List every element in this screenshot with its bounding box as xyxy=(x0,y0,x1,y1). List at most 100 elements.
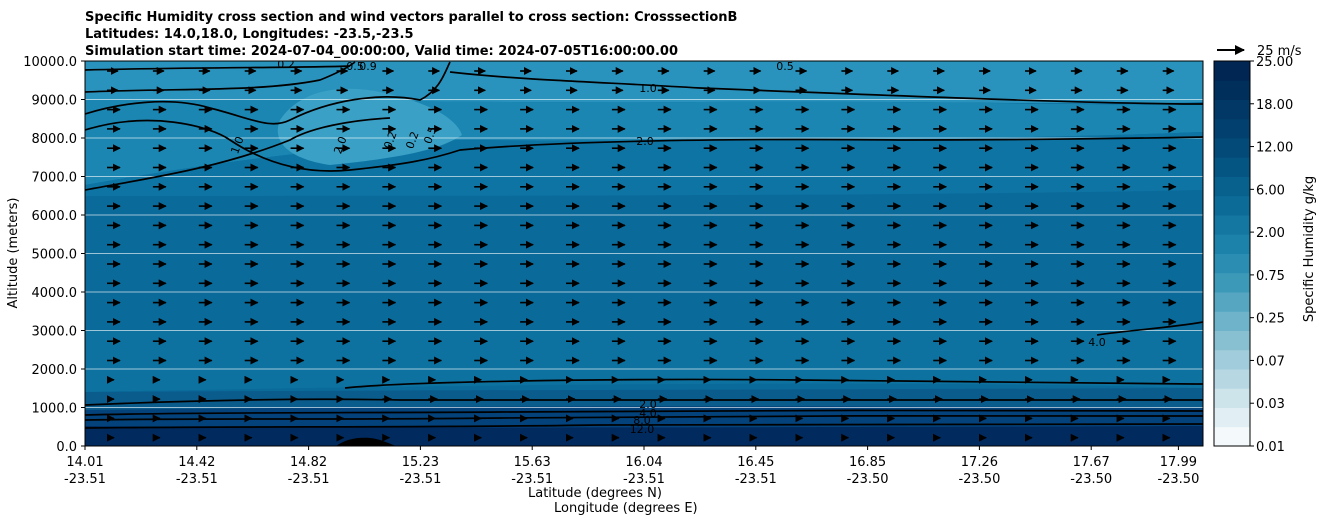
x-tick-label-lon: -23.51 xyxy=(623,472,665,487)
contour-label: 1.0 xyxy=(228,135,246,156)
colorbar-segment xyxy=(1214,388,1250,408)
colorbar-segment xyxy=(1214,176,1250,197)
colorbar-tick-label: 25.00 xyxy=(1256,55,1293,70)
colorbar-segment xyxy=(1214,292,1250,312)
contour-label: 12.0 xyxy=(630,423,655,436)
band-low-2 xyxy=(85,388,1203,410)
x-tick-label-lon: -23.51 xyxy=(735,472,777,487)
x-tick-label-lat: 17.99 xyxy=(1160,455,1197,470)
x-tick-label-lon: -23.50 xyxy=(1070,472,1112,487)
contour-line xyxy=(1096,321,1203,336)
contour-label: 0.5 xyxy=(776,60,794,73)
contour-line xyxy=(85,414,1203,421)
colorbar-segment xyxy=(1214,61,1250,81)
contour-line xyxy=(85,119,1203,172)
wind-reference-key: 25 m/s xyxy=(1217,44,1302,59)
contour-label: 2.0 xyxy=(636,135,654,148)
colorbar-segment xyxy=(1214,99,1250,120)
x-tick-label-lat: 17.26 xyxy=(961,455,998,470)
x-tick-label-lon: -23.50 xyxy=(847,472,889,487)
colorbar-segment xyxy=(1214,407,1250,428)
contour-label: 0.2 xyxy=(277,58,295,71)
colorbar-segment xyxy=(1214,157,1250,177)
colorbar-tick-label: 2.00 xyxy=(1256,226,1285,241)
contour-line xyxy=(85,398,1203,406)
x-tick-label-lat: 14.82 xyxy=(290,455,327,470)
contour-line xyxy=(85,409,1203,416)
x-axis-label-latitude: Latitude (degrees N) xyxy=(528,486,662,501)
x-tick-label-lon: -23.51 xyxy=(511,472,553,487)
title-line-2: Latitudes: 14.0,18.0, Longitudes: -23.5,… xyxy=(85,27,414,42)
contour-label: 0.5 xyxy=(421,125,439,146)
wind-reference-label: 25 m/s xyxy=(1257,44,1302,59)
x-tick-label-lon: -23.51 xyxy=(399,472,441,487)
colorbar: 0.01 0.03 0.07 0.25 0.75 2.00 6.00 12.00 18.00 25… xyxy=(1213,55,1293,455)
plot-area: 0.2 0.51.02.01.0 2.0 0.2 0.50.22.04.08.012.0… xyxy=(85,58,1203,446)
colorbar-segment xyxy=(1214,80,1250,100)
colorbar-segment xyxy=(1214,330,1250,351)
contour-labels: 0.2 0.51.02.01.0 2.0 0.2 0.50.22.04.08.012.0… xyxy=(228,58,1106,436)
x-tick-label-lon: -23.50 xyxy=(1157,472,1199,487)
y-tick-label: 5000.0 xyxy=(32,248,78,263)
colorbar-tick-label: 12.00 xyxy=(1256,141,1293,156)
contour-label: 0.2 xyxy=(403,130,421,151)
x-tick-label-lon: -23.51 xyxy=(288,472,330,487)
colorbar-segment xyxy=(1214,426,1250,447)
y-axis: 0.0 1000.0 2000.0 3000.0 4000.0 5000.0 6000.0 7… xyxy=(23,55,85,455)
terrain-bump xyxy=(336,437,396,446)
colorbar-segment xyxy=(1214,253,1250,274)
colorbar-segment xyxy=(1214,369,1250,389)
x-tick-label-lat: 16.45 xyxy=(737,455,774,470)
y-tick-label: 2000.0 xyxy=(32,363,78,378)
colorbar-segment xyxy=(1214,234,1250,254)
x-tick-label-lon: -23.51 xyxy=(64,472,106,487)
colorbar-tick-label: 0.01 xyxy=(1256,440,1285,455)
x-tick-label-lat: 17.67 xyxy=(1073,455,1110,470)
colorbar-label: Specific Humidity g/kg xyxy=(1302,176,1317,322)
contour-line xyxy=(85,65,351,71)
colorbar-segment xyxy=(1214,138,1250,158)
y-tick-label: 7000.0 xyxy=(32,171,78,186)
colorbar-segment xyxy=(1214,215,1250,235)
colorbar-tick-label: 18.00 xyxy=(1256,98,1293,113)
x-tick-label-lon: -23.51 xyxy=(176,472,218,487)
contour-label: 8.0 xyxy=(633,414,651,427)
colorbar-tick-label: 0.75 xyxy=(1256,269,1285,284)
contour-label: 0.2 xyxy=(381,130,399,151)
wind-vectors xyxy=(106,67,1177,442)
y-tick-label: 9000.0 xyxy=(32,94,78,109)
contour-label: 2.0 xyxy=(639,398,657,411)
band-dry-pocket xyxy=(277,88,462,165)
colorbar-frame xyxy=(1213,60,1251,447)
x-tick-label-lat: 15.23 xyxy=(402,455,439,470)
contour-label: 4.0 xyxy=(1088,336,1106,349)
colorbar-segment xyxy=(1214,349,1250,370)
x-tick-label-lat: 16.85 xyxy=(849,455,886,470)
colorbar-tick-label: 0.07 xyxy=(1256,354,1285,369)
contour-label: 1.0 xyxy=(639,82,657,95)
contour-line xyxy=(449,71,1203,105)
contour-line xyxy=(85,117,391,191)
y-tick-label: 0.0 xyxy=(56,440,77,455)
contour-label: 0.5 xyxy=(346,60,364,73)
x-axis: 14.01 -23.51 14.42 -23.51 14.82 -23.51 15.23 -2… xyxy=(64,446,1199,487)
y-tick-label: 10000.0 xyxy=(23,55,77,70)
colorbar-tick-label: 0.25 xyxy=(1256,312,1285,327)
colorbar-segment xyxy=(1214,195,1250,216)
x-tick-label-lat: 14.42 xyxy=(178,455,215,470)
band-low-1 xyxy=(85,330,1203,392)
humidity-contour-lines xyxy=(85,61,1203,429)
contour-label: 0.9 xyxy=(359,60,377,73)
y-tick-label: 6000.0 xyxy=(32,209,78,224)
x-axis-label-longitude: Longitude (degrees E) xyxy=(554,501,698,516)
colorbar-segment xyxy=(1214,272,1250,293)
colorbar-tick-label: 0.03 xyxy=(1256,397,1285,412)
contour-line xyxy=(85,423,1203,429)
y-tick-label: 4000.0 xyxy=(32,286,78,301)
contour-label: 4.0 xyxy=(639,407,657,420)
colorbar-segment xyxy=(1214,118,1250,139)
x-tick-label-lat: 14.01 xyxy=(66,455,103,470)
y-tick-label: 3000.0 xyxy=(32,325,78,340)
x-tick-label-lat: 16.04 xyxy=(625,455,662,470)
